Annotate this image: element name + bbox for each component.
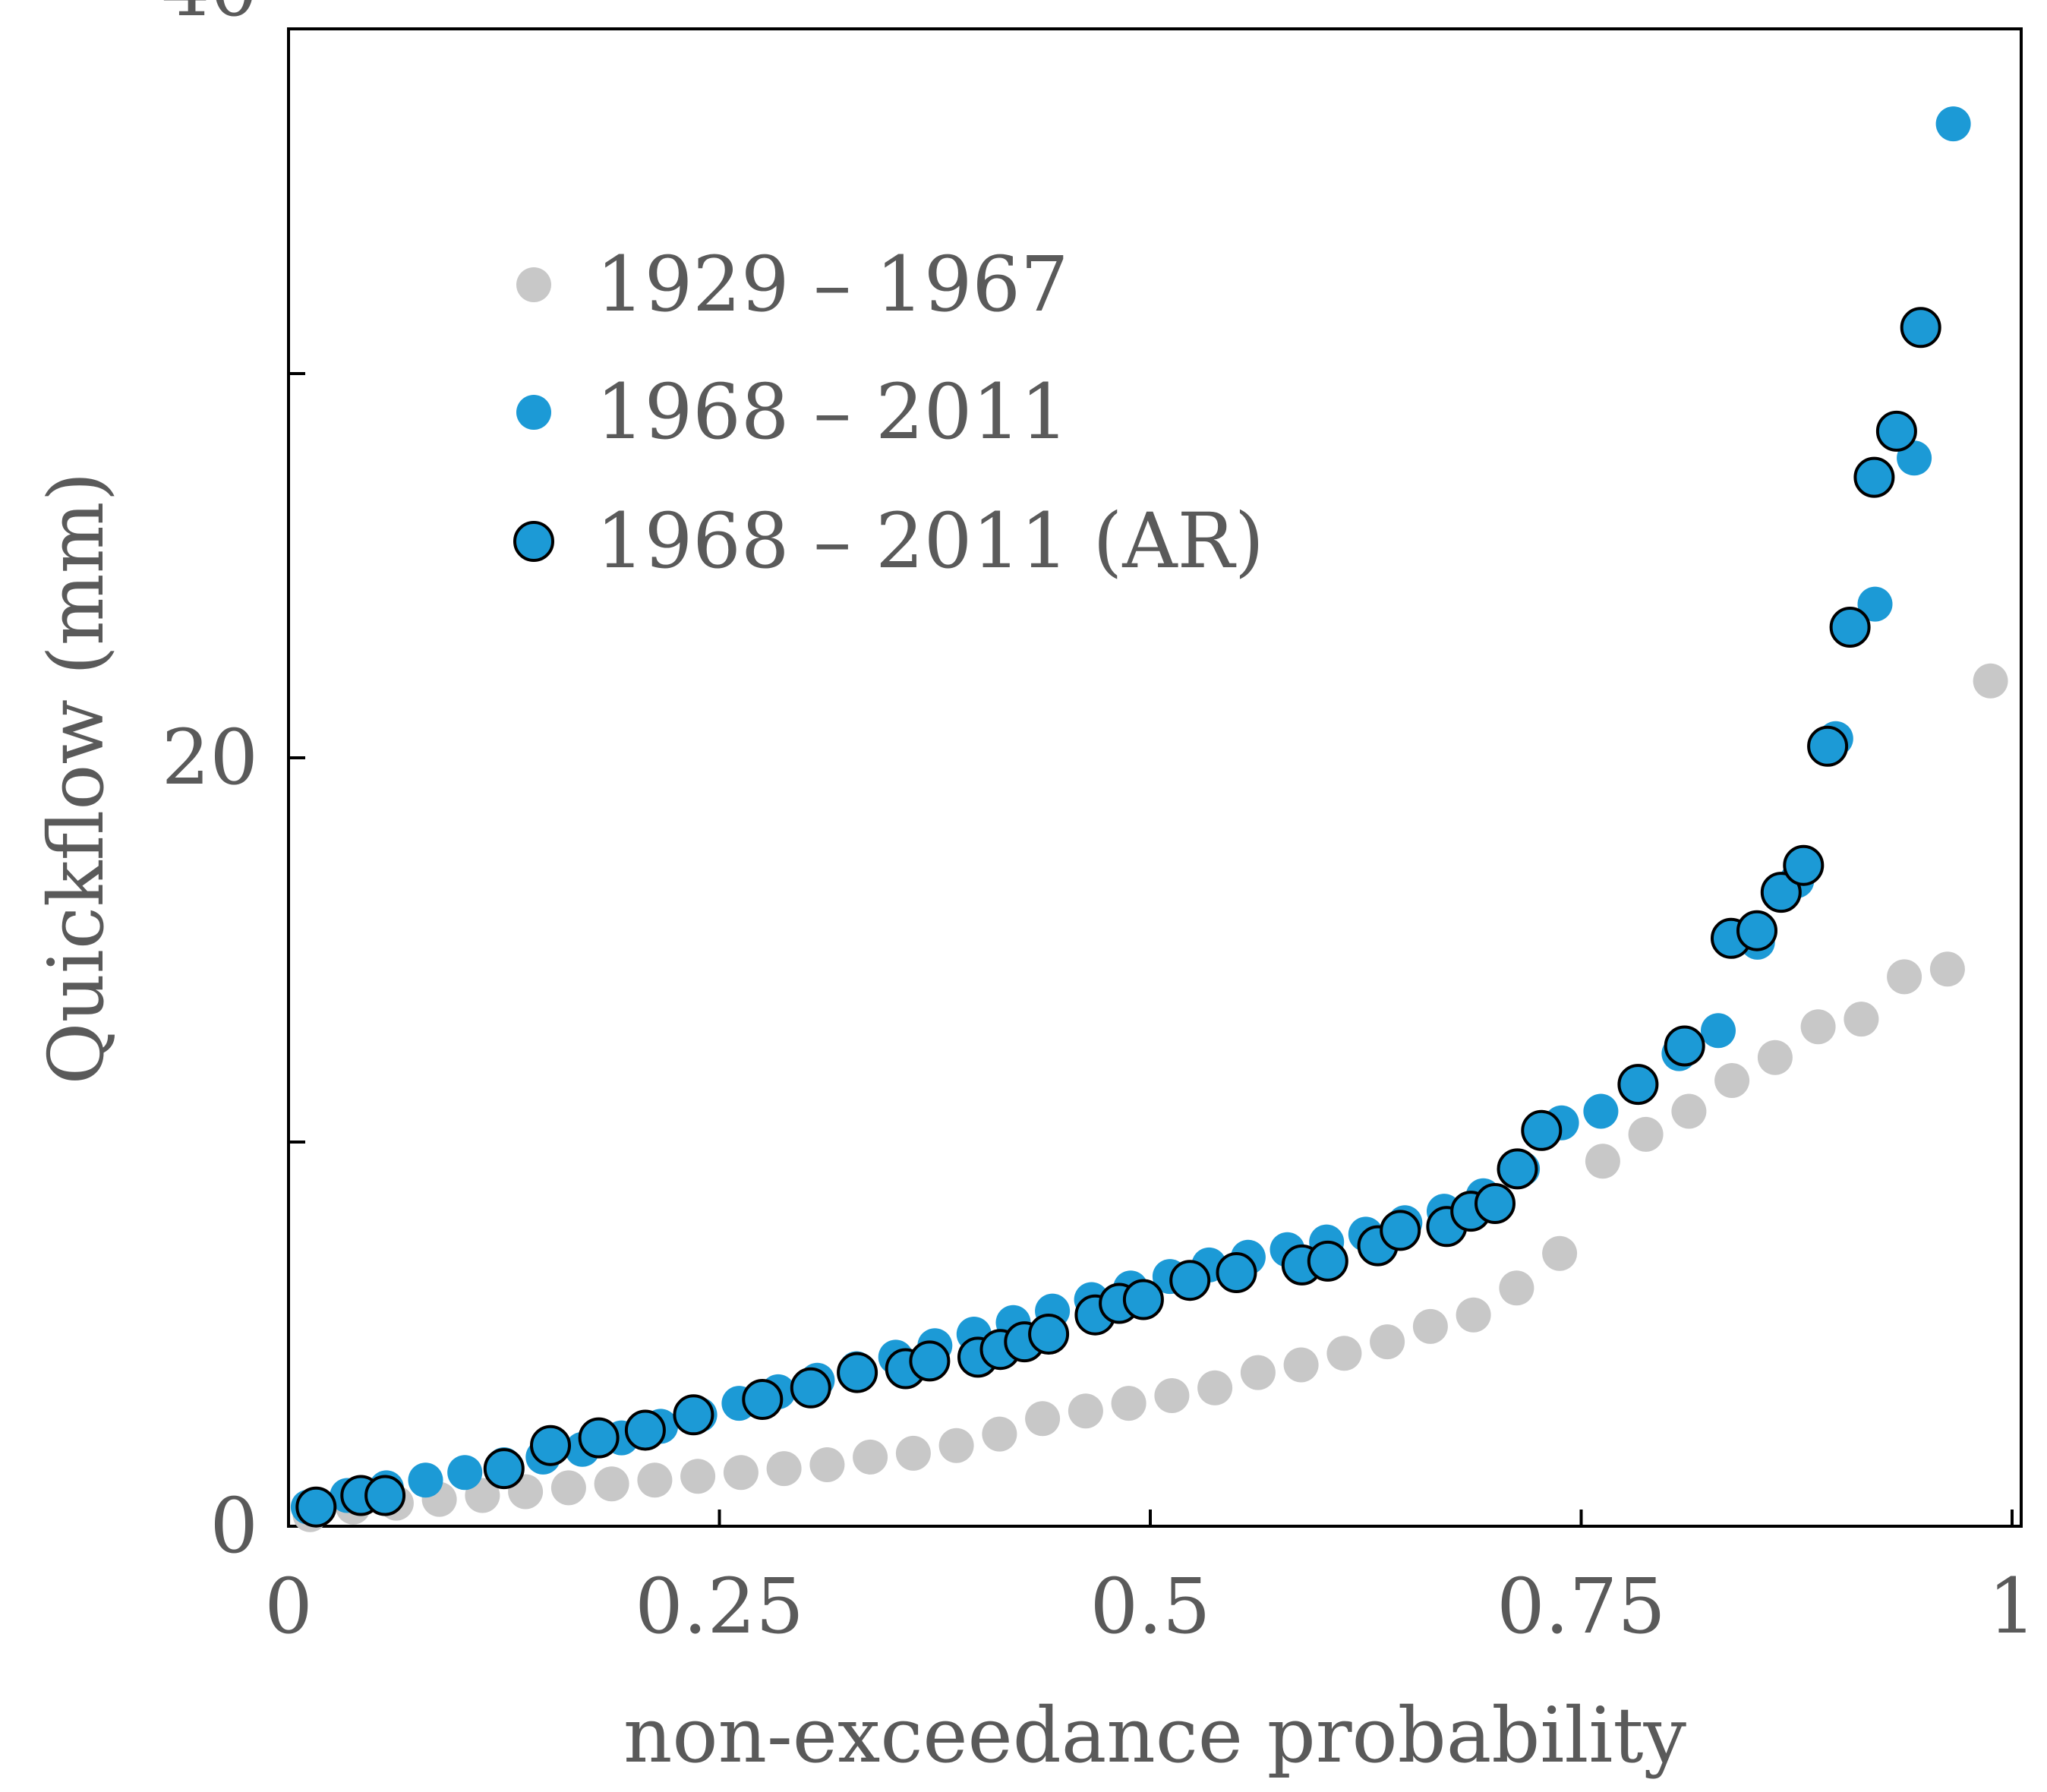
- data-point: [408, 1462, 443, 1498]
- data-point: [1111, 1386, 1147, 1421]
- data-point: [295, 1486, 337, 1528]
- y-tick-label: 40: [162, 0, 258, 33]
- data-point: [837, 1352, 878, 1393]
- data-point: [1935, 106, 1971, 142]
- data-point: [1736, 910, 1777, 951]
- data-point: [1757, 1040, 1793, 1075]
- x-axis-label: non-exceedance probability: [623, 1691, 1687, 1780]
- data-point: [550, 1470, 586, 1506]
- data-point: [1307, 1240, 1348, 1282]
- data-point: [1521, 1109, 1563, 1151]
- data-point: [483, 1448, 525, 1490]
- data-point: [1853, 456, 1895, 498]
- data-point: [594, 1466, 629, 1502]
- y-axis-label: Quickflow (mm): [32, 472, 121, 1085]
- data-point: [1475, 1183, 1516, 1224]
- data-point: [1370, 1324, 1405, 1360]
- data-point: [364, 1475, 406, 1516]
- data-point: [1122, 1279, 1164, 1320]
- legend-label: 1968 – 2011 (AR): [596, 497, 1264, 585]
- data-point: [1857, 586, 1893, 622]
- data-point: [1783, 844, 1825, 886]
- data-point: [982, 1416, 1017, 1452]
- legend-marker: [516, 395, 551, 430]
- data-point: [447, 1455, 483, 1491]
- data-point: [1283, 1347, 1319, 1383]
- data-point: [1671, 1093, 1707, 1129]
- x-tick-label: 0.25: [635, 1562, 804, 1651]
- data-point: [1068, 1393, 1103, 1429]
- data-point: [1829, 607, 1871, 648]
- data-point: [1583, 1093, 1619, 1129]
- data-point: [1844, 1002, 1879, 1037]
- data-point: [809, 1447, 845, 1482]
- y-tick-label: 0: [210, 1481, 258, 1570]
- legend: 1929 – 1967 1968 – 2011 1968 – 2011 (AR): [513, 240, 1264, 585]
- data-point: [1701, 1013, 1736, 1049]
- legend-marker: [516, 267, 551, 302]
- legend-label: 1929 – 1967: [596, 240, 1069, 329]
- data-point: [723, 1455, 759, 1491]
- data-point: [895, 1435, 931, 1471]
- data-point: [1887, 959, 1922, 995]
- data-point: [637, 1462, 673, 1498]
- data-point: [1380, 1210, 1421, 1251]
- data-point: [530, 1424, 571, 1466]
- data-point: [1412, 1308, 1448, 1344]
- data-point: [1617, 1064, 1659, 1106]
- data-point: [1028, 1314, 1070, 1355]
- data-point: [1973, 663, 2008, 699]
- data-point: [909, 1340, 951, 1382]
- data-point: [1154, 1378, 1190, 1413]
- data-point: [1542, 1235, 1578, 1271]
- y-axis-ticks: 0204060: [162, 0, 305, 1570]
- data-points: [290, 106, 2008, 1532]
- data-point: [742, 1379, 784, 1420]
- x-tick-label: 0: [264, 1562, 313, 1651]
- y-tick-label: 20: [162, 713, 258, 802]
- series-2-points: [295, 307, 1941, 1528]
- series-0-points: [292, 663, 2008, 1532]
- data-point: [1628, 1116, 1664, 1152]
- data-point: [1929, 951, 1965, 987]
- x-axis-ticks: 0 0.25 0.5 0.75 1: [264, 1510, 2036, 1651]
- data-point: [1216, 1252, 1257, 1293]
- data-point: [1664, 1025, 1705, 1067]
- x-tick-label: 0.5: [1090, 1562, 1210, 1651]
- legend-marker: [513, 521, 554, 562]
- data-point: [1326, 1336, 1362, 1371]
- data-point: [1875, 410, 1917, 452]
- data-point: [1169, 1260, 1211, 1301]
- data-point: [1800, 1009, 1836, 1045]
- data-point: [766, 1451, 802, 1487]
- data-point: [680, 1459, 716, 1494]
- data-point: [1807, 725, 1849, 767]
- data-point: [1714, 1063, 1750, 1098]
- data-point: [938, 1428, 974, 1463]
- data-point: [790, 1367, 831, 1409]
- data-point: [1025, 1401, 1061, 1437]
- data-point: [1197, 1370, 1233, 1406]
- data-point: [1900, 307, 1941, 349]
- data-point: [578, 1417, 620, 1459]
- data-point: [673, 1394, 714, 1436]
- legend-label: 1968 – 2011: [596, 368, 1069, 456]
- data-point: [1585, 1144, 1620, 1179]
- data-point: [1240, 1355, 1276, 1390]
- data-point: [1456, 1297, 1491, 1333]
- data-point: [853, 1439, 888, 1475]
- data-point: [1499, 1270, 1534, 1306]
- data-point: [1497, 1148, 1538, 1190]
- data-point: [624, 1409, 666, 1451]
- x-tick-label: 0.75: [1497, 1562, 1666, 1651]
- plot-frame: [287, 27, 2023, 1528]
- data-point: [1760, 872, 1802, 913]
- x-tick-label: 1: [1988, 1562, 2036, 1651]
